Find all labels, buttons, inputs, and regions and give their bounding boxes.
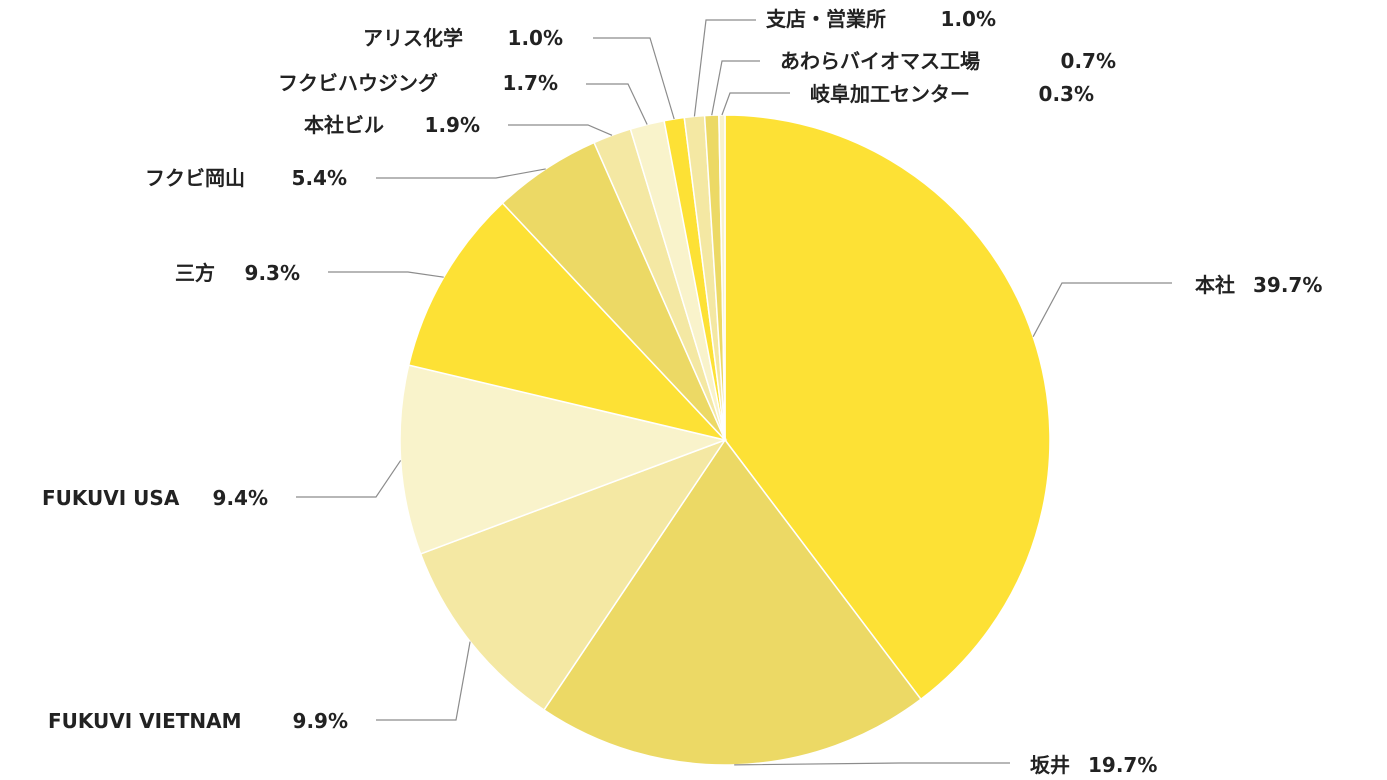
leader-line-5 [328, 271, 444, 278]
slice-value-8: 1.7% [503, 71, 558, 95]
slice-value-9: 1.0% [508, 26, 563, 50]
slice-label-5: 三方 [175, 261, 215, 285]
leader-line-1 [1032, 282, 1172, 337]
slice-name-1: 本社 [1195, 273, 1235, 297]
slice-label-1: 本社 39.7% [1195, 273, 1322, 297]
pie-slice-4 [399, 364, 728, 555]
leader-line-6 [376, 168, 546, 179]
slice-name-2: 坂井 [1030, 753, 1070, 777]
slice-label-9: アリス化学 [363, 26, 463, 50]
leader-lines [296, 19, 1172, 766]
leader-line-10 [693, 19, 756, 117]
slice-label-3: FUKUVI VIETNAM [48, 709, 242, 733]
slice-label-10: 支店・営業所 [766, 7, 886, 31]
slice-value-7: 1.9% [425, 113, 480, 137]
slice-label-12: 岐阜加工センター [810, 82, 970, 106]
slice-value-10: 1.0% [941, 7, 996, 31]
slice-value-6: 5.4% [292, 166, 347, 190]
pie-slices [399, 114, 1051, 766]
slice-value-2: 19.7% [1088, 753, 1157, 777]
leader-line-11 [711, 60, 760, 116]
pie-slice-5 [407, 202, 728, 442]
leader-line-4 [296, 460, 402, 498]
slice-value-12: 0.3% [1039, 82, 1094, 106]
leader-line-7 [508, 124, 613, 136]
leader-line-3 [376, 641, 471, 721]
slice-value-1: 39.7% [1253, 273, 1322, 297]
leader-line-12 [721, 92, 790, 116]
slice-label-11: あわらバイオマス工場 [780, 49, 980, 73]
slice-value-11: 0.7% [1061, 49, 1116, 73]
leader-line-2 [734, 762, 1010, 766]
slice-label-8: フクビハウジング [278, 71, 438, 95]
leader-line-9 [593, 37, 675, 120]
slice-value-4: 9.4% [213, 486, 268, 510]
slice-labels: 本社 39.7% 坂井 19.7% FUKUVI VIETNAM 9.9% FUKUVI U… [42, 7, 1322, 777]
pie-slice-1 [724, 114, 1051, 701]
leader-line-8 [586, 83, 648, 125]
pie-slice-12 [718, 114, 726, 441]
slice-value-5: 9.3% [245, 261, 300, 285]
slice-label-7: 本社ビル [304, 113, 384, 137]
slice-value-3: 9.9% [293, 709, 348, 733]
slice-label-6: フクビ岡山 [145, 166, 245, 190]
pie-slice-2 [542, 438, 923, 766]
slice-label-4: FUKUVI USA [42, 486, 180, 510]
slice-label-2: 坂井 19.7% [1030, 753, 1157, 777]
